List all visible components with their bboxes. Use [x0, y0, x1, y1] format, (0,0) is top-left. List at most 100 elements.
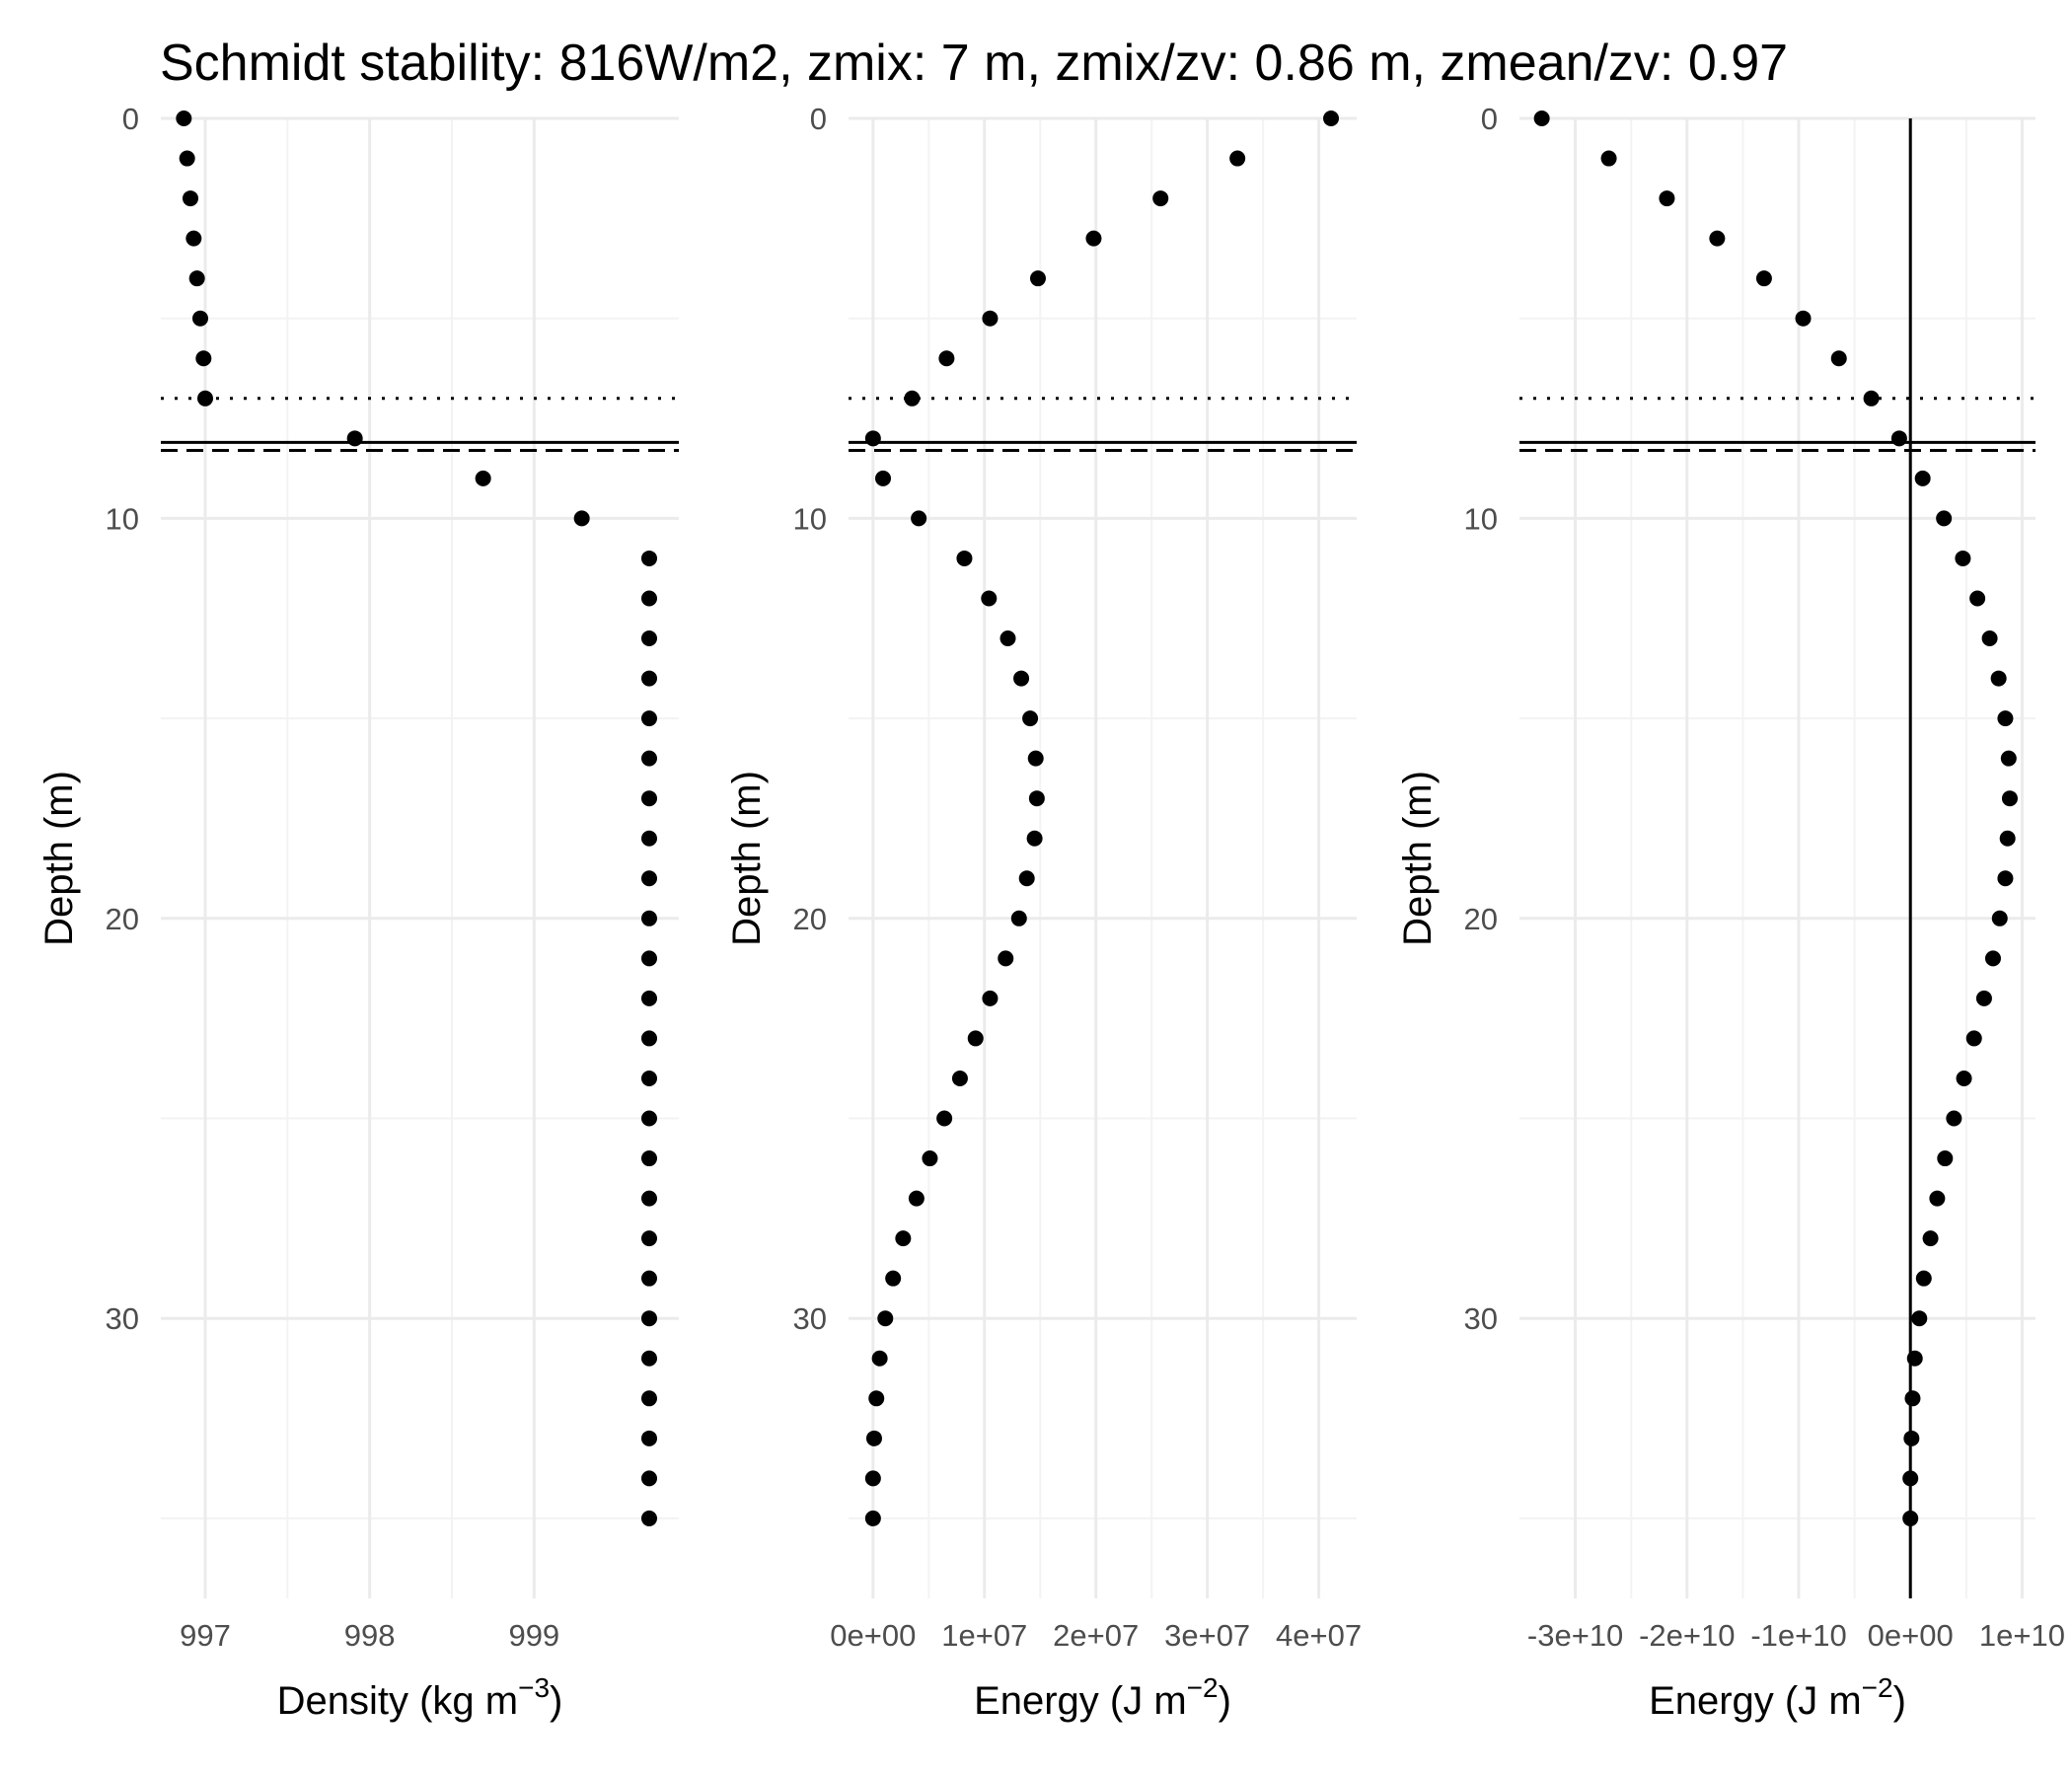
- panel-1: 997 998 999 0 10 20 30 Density (kg m−3) Depth (m…: [37, 102, 679, 1723]
- x-tick-label: -1e+10: [1750, 1618, 1846, 1653]
- data-point: [641, 1070, 657, 1086]
- data-point: [641, 1030, 657, 1047]
- data-point: [641, 1310, 657, 1327]
- data-point: [1904, 1390, 1921, 1407]
- data-point: [641, 670, 657, 687]
- data-point: [1997, 710, 2014, 727]
- data-point: [998, 950, 1014, 967]
- x-tick-label: 0e+00: [1868, 1618, 1954, 1653]
- data-point: [1956, 1070, 1972, 1086]
- data-point: [641, 830, 657, 847]
- x-tick-label: 4e+07: [1276, 1618, 1362, 1653]
- data-point: [1018, 870, 1035, 887]
- data-point: [1911, 1310, 1928, 1327]
- data-point: [176, 111, 192, 126]
- data-point: [865, 1430, 882, 1446]
- data-point: [641, 870, 657, 887]
- data-point: [192, 310, 208, 327]
- data-point: [951, 1070, 968, 1086]
- data-point: [641, 710, 657, 727]
- x-tick-label: -2e+10: [1639, 1618, 1735, 1653]
- x-tick-label: 1e+10: [1979, 1618, 2065, 1653]
- data-point: [999, 630, 1016, 647]
- data-point: [1028, 790, 1045, 807]
- data-point: [641, 750, 657, 767]
- y-tick-label: 20: [1464, 902, 1498, 936]
- data-point: [864, 1510, 881, 1526]
- data-point: [1981, 630, 1998, 647]
- data-point: [868, 1390, 885, 1407]
- data-point: [1013, 670, 1030, 687]
- data-point: [1863, 390, 1880, 407]
- data-point: [641, 1110, 657, 1127]
- data-point: [1937, 1150, 1954, 1167]
- data-point: [641, 910, 657, 926]
- data-point: [1029, 270, 1046, 287]
- data-point: [1991, 910, 2008, 926]
- data-point: [1010, 910, 1027, 926]
- data-point: [1323, 111, 1340, 126]
- data-point: [1946, 1110, 1962, 1127]
- x-tick-label: 0e+00: [830, 1618, 916, 1653]
- data-point: [895, 1230, 912, 1247]
- data-point: [1929, 1190, 1946, 1207]
- data-point: [875, 470, 892, 486]
- data-point: [936, 1110, 953, 1127]
- y-tick-label: 30: [1464, 1301, 1498, 1336]
- x-tick-label: 998: [344, 1618, 396, 1653]
- data-point: [641, 990, 657, 1006]
- data-point: [1795, 310, 1812, 327]
- data-point: [877, 1310, 894, 1327]
- data-point: [1027, 750, 1044, 767]
- data-point: [1152, 190, 1169, 207]
- data-point: [1990, 670, 2007, 687]
- y-tick-label: 0: [1481, 102, 1498, 136]
- data-point: [1709, 230, 1726, 247]
- panel-2: 0e+00 1e+07 2e+07 3e+07 4e+07 0 10 20 30 Energy (…: [725, 102, 1362, 1723]
- data-point: [1659, 190, 1675, 207]
- x-tick-label: 999: [508, 1618, 559, 1653]
- data-point: [2001, 790, 2018, 807]
- data-point: [641, 1150, 657, 1167]
- data-point: [641, 1350, 657, 1367]
- data-point: [641, 550, 657, 566]
- data-point: [1229, 150, 1246, 167]
- data-point: [1830, 350, 1847, 367]
- data-point: [967, 1030, 984, 1047]
- data-point: [922, 1150, 938, 1167]
- y-tick-label: 0: [122, 102, 139, 136]
- x-tick-label: 2e+07: [1053, 1618, 1139, 1653]
- data-point: [982, 310, 999, 327]
- y-tick-label: 30: [793, 1301, 827, 1336]
- data-point: [183, 190, 198, 207]
- data-point: [641, 630, 657, 647]
- data-point: [982, 990, 999, 1006]
- data-point: [1902, 1470, 1919, 1487]
- data-point: [1026, 830, 1043, 847]
- data-point: [911, 510, 927, 527]
- x-tick-label: 3e+07: [1164, 1618, 1250, 1653]
- x-axis-title: Density (kg m−3): [277, 1672, 563, 1723]
- data-point: [864, 1470, 881, 1487]
- data-point: [1755, 270, 1772, 287]
- data-point: [188, 270, 205, 287]
- y-axis-title: Depth (m): [1396, 771, 1440, 946]
- data-point: [641, 950, 657, 967]
- data-point: [641, 590, 657, 607]
- data-point: [1999, 830, 2016, 847]
- data-point: [1969, 590, 1986, 607]
- data-point: [179, 150, 195, 167]
- data-point: [2000, 750, 2017, 767]
- y-tick-label: 20: [106, 902, 139, 936]
- data-point: [1984, 950, 2001, 967]
- data-point: [885, 1270, 902, 1287]
- y-axis-title: Depth (m): [725, 771, 769, 946]
- x-axis-title: Energy (J m−2): [1649, 1672, 1906, 1723]
- data-point: [1915, 1270, 1932, 1287]
- data-point: [1922, 1230, 1939, 1247]
- data-point: [904, 390, 921, 407]
- data-point: [641, 790, 657, 807]
- y-axis-title: Depth (m): [37, 771, 81, 946]
- x-tick-label: 1e+07: [941, 1618, 1027, 1653]
- data-point: [1965, 1030, 1982, 1047]
